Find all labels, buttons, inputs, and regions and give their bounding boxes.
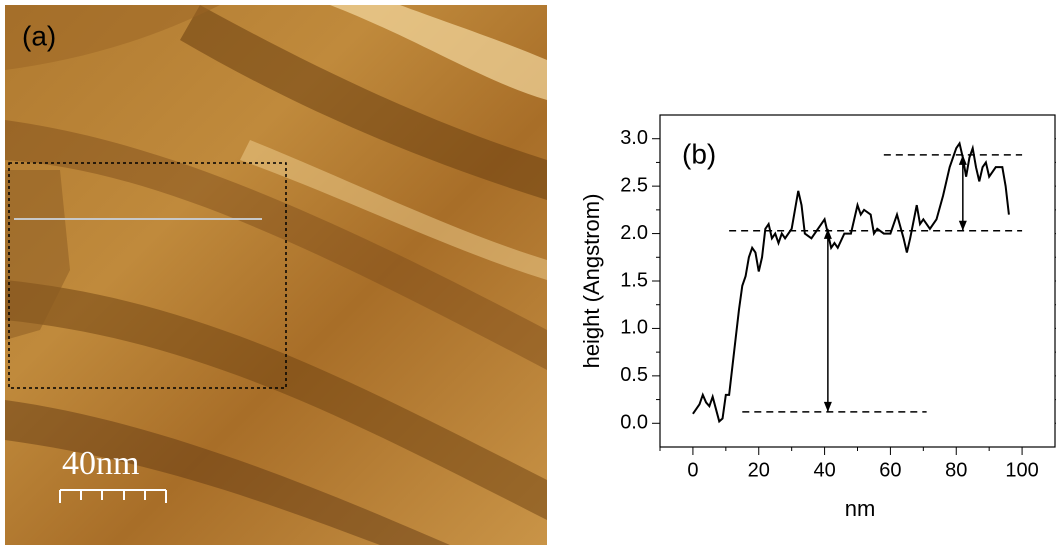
profile-curve [692, 141, 1010, 424]
panel-label: (a) [22, 20, 56, 51]
y-tick-label: 1.0 [620, 317, 648, 339]
y-tick-label: 0.5 [620, 364, 648, 386]
afm-image [5, 5, 547, 545]
y-tick-label: 3.0 [620, 127, 648, 149]
x-tick-label: 100 [1005, 459, 1038, 481]
x-tick-label: 40 [813, 459, 835, 481]
x-tick-label: 60 [879, 459, 901, 481]
scale-bar [59, 489, 167, 503]
arrow-head [823, 228, 832, 239]
x-tick-label: 0 [687, 459, 698, 481]
x-axis-label: nm [845, 496, 876, 521]
y-tick-label: 1.5 [620, 269, 648, 291]
y-tick-label: 2.0 [620, 222, 648, 244]
plot-frame [659, 114, 1056, 448]
y-tick-label: 0.0 [620, 412, 648, 434]
arrow-head [958, 220, 967, 231]
scale-bar-label: 40nm [62, 445, 139, 482]
x-tick-label: 20 [748, 459, 770, 481]
annotation: (b) [682, 138, 716, 169]
arrow-head [958, 154, 967, 165]
y-axis-label: height (Angstrom) [579, 194, 604, 369]
x-tick-label: 80 [945, 459, 967, 481]
selection-box [8, 162, 287, 389]
y-tick-label: 2.5 [620, 174, 648, 196]
arrow-head [823, 401, 832, 412]
